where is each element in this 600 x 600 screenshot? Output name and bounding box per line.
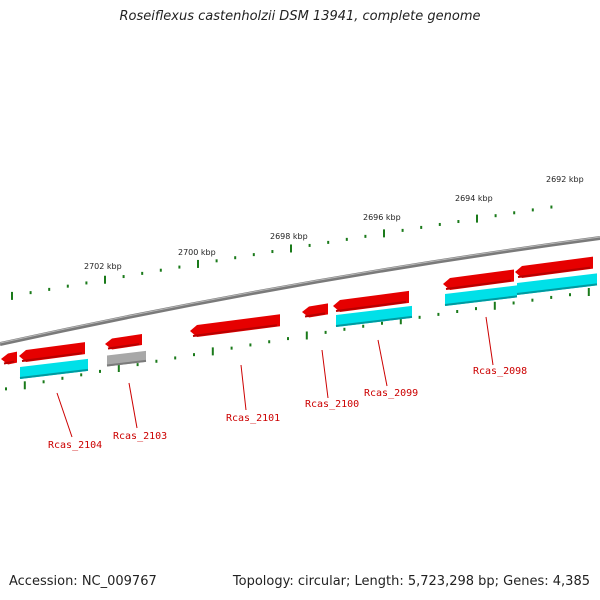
gene-label: Rcas_2104: [48, 440, 102, 451]
gene-arrow-shade: [21, 352, 83, 362]
cds-bar: [444, 285, 518, 306]
backbone: [0, 236, 600, 346]
pseudo-bar-shade: [106, 359, 147, 367]
gene-arrow-body: [443, 269, 514, 290]
label-leader-line: [56, 392, 73, 438]
gene-arrow: [1, 351, 17, 365]
gene-arrow-body: [333, 290, 409, 312]
scale-label: 2702 kbp: [84, 262, 122, 271]
scale-labels: 2702 kbp 2700 kbp 2698 kbp 2696 kbp 2694 kbp…: [84, 175, 584, 271]
label-leaders: [56, 316, 494, 438]
gene-arrow-shade: [192, 324, 278, 337]
gene-arrow: [302, 303, 328, 318]
cds-bar-shade: [516, 283, 598, 295]
cds-bar-body: [20, 358, 88, 379]
scale-label: 2700 kbp: [178, 248, 216, 257]
cds-bar-body: [336, 305, 412, 327]
gene-arrow-body: [19, 342, 85, 362]
cds-bar-shade: [444, 295, 518, 306]
cds-bar: [335, 305, 413, 327]
accession-text: Accession: NC_009767: [9, 574, 157, 589]
label-leader-line: [240, 364, 247, 411]
gene-arrow-shade: [335, 300, 407, 312]
genome-backbone: [0, 236, 600, 346]
map-title: Roseiflexus castenholzii DSM 13941, comp…: [119, 9, 481, 24]
gene-label: Rcas_2100: [305, 399, 359, 410]
cds-bar: [516, 273, 598, 295]
scale-label: 2696 kbp: [363, 213, 401, 222]
gene-label: Rcas_2103: [113, 431, 167, 442]
topology-summary: Topology: circular; Length: 5,723,298 bp…: [232, 574, 590, 589]
gene-label: Rcas_2098: [473, 366, 527, 377]
gene-arrow-body: [515, 256, 593, 278]
genome-backbone-highlight: [0, 236, 600, 344]
gene-arrow: [515, 256, 593, 278]
outer-scale-ticks: [11, 205, 553, 300]
pseudo-bar: [106, 350, 147, 367]
gene-labels: Rcas_2104 Rcas_2103 Rcas_2101 Rcas_2100 Rcas…: [48, 366, 527, 451]
gene-arrow-body: [190, 314, 280, 337]
label-leader-line: [321, 349, 329, 399]
cds-bar: [19, 358, 89, 379]
cds-bar-body: [517, 273, 597, 295]
gene-arrow-shade: [304, 312, 326, 318]
gene-arrow-shade: [517, 266, 591, 278]
gene-label: Rcas_2099: [364, 388, 418, 399]
inner-scale-ticks: [5, 287, 590, 391]
label-leader-line: [485, 316, 494, 366]
gene-features: [1, 256, 598, 379]
gene-arrow-shade: [107, 343, 140, 350]
gene-label: Rcas_2101: [226, 413, 280, 424]
gene-arrow-shade: [3, 360, 15, 365]
gene-arrow: [19, 342, 85, 362]
gene-arrow: [333, 290, 409, 312]
cds-bar-shade: [335, 315, 413, 327]
cds-bar-body: [445, 285, 517, 306]
scale-label: 2694 kbp: [455, 194, 493, 203]
cds-bar-shade: [19, 368, 89, 379]
gene-arrow: [190, 314, 280, 337]
scale-label: 2692 kbp: [546, 175, 584, 184]
gene-arrow: [443, 269, 514, 290]
gene-arrow-shade: [445, 279, 512, 290]
label-leader-line: [128, 382, 138, 429]
gene-arrow: [105, 334, 142, 350]
scale-label: 2698 kbp: [270, 232, 308, 241]
label-leader-line: [377, 339, 388, 387]
